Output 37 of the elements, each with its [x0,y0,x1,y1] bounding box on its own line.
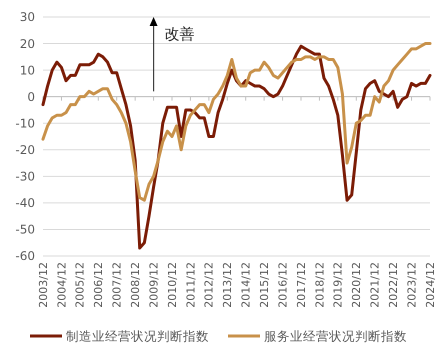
x-tick-label: 2003/12 [36,262,50,308]
y-tick-label: 10 [20,63,35,78]
x-tick-label: 2016/12 [276,262,290,308]
x-tick-label: 2020/12 [350,262,364,308]
x-tick-label: 2014/12 [240,262,253,308]
x-tick-label: 2010/12 [166,262,179,308]
line-series [42,44,432,250]
y-tick-label: -30 [15,170,35,184]
x-tick-label: 2004/12 [55,262,68,308]
x-tick-label: 2021/12 [368,262,382,308]
x-tick-label: 2012/12 [202,262,216,308]
x-tick-label: 2023/12 [405,262,418,308]
y-tick-label: -60 [15,249,35,264]
x-tick-label: 2005/12 [74,262,87,308]
y-tick-label: -40 [15,196,35,210]
x-tick-label: 2011/12 [184,262,198,308]
x-tick-label: 2018/12 [313,262,326,308]
y-tick-label: -20 [15,142,35,157]
x-tick-label: 2019/12 [332,262,345,308]
legend-label: 制造业经营状况判断指数 [66,328,209,344]
x-tick-label: 2017/12 [294,262,308,308]
legend-label: 服务业经营状况判断指数 [264,328,407,344]
y-tick-label: 30 [20,10,35,24]
x-tick-label: 2013/12 [221,262,234,308]
x-tick-label: 2022/12 [386,262,400,308]
x-tick-label: 2024/12 [424,262,437,308]
x-tick-label: 2015/12 [258,262,271,308]
x-tick-label: 2008/12 [129,262,142,308]
line-series [42,42,432,202]
y-tick-label: 20 [20,36,35,51]
y-tick-label: -10 [15,116,35,130]
x-tick-label: 2007/12 [110,262,124,308]
annotation: 改善 [164,25,195,43]
x-tick-label: 2006/12 [92,262,106,308]
x-tick-label: 2009/12 [147,262,160,308]
y-tick-label: -50 [15,222,35,237]
y-tick-label: 0 [27,90,35,104]
